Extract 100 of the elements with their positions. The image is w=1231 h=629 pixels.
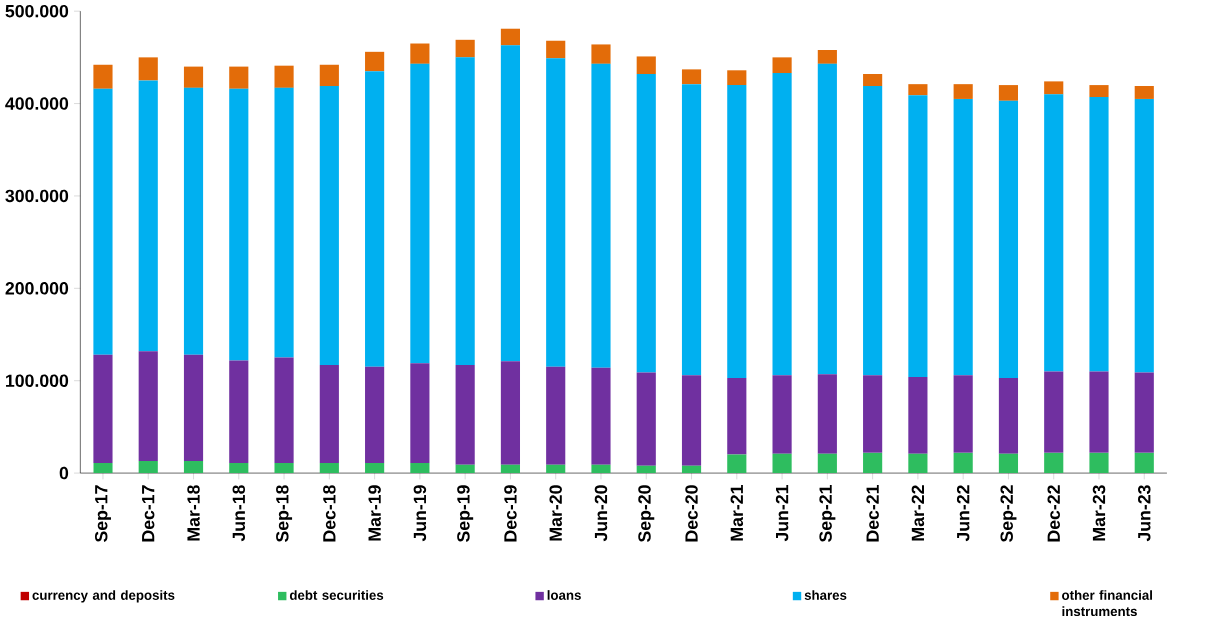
bar (546, 366, 566, 465)
bar (908, 95, 928, 378)
y-tick-label: 200.000 (5, 282, 69, 295)
x-tick-label: Sep-19 (457, 485, 474, 543)
bar (455, 365, 475, 465)
y-tick-label: 500.000 (5, 5, 69, 18)
bar (591, 367, 611, 465)
bar (274, 87, 294, 358)
bar (681, 465, 702, 474)
bar (93, 463, 113, 474)
bar (183, 461, 204, 474)
bar (546, 464, 566, 474)
bar (591, 44, 611, 64)
bar (953, 375, 973, 453)
x-tick-label: Dec-17 (142, 485, 155, 542)
bar (772, 375, 792, 454)
bar (863, 375, 883, 453)
x-tick-label: Jun-23 (1138, 485, 1151, 542)
x-tick-label: Mar-19 (368, 485, 381, 541)
bar (500, 28, 521, 46)
x-tick-label: Sep-20 (638, 485, 655, 543)
bar (455, 464, 475, 474)
bar (681, 69, 702, 85)
x-tick-label: Jun-22 (956, 485, 970, 542)
x-tick-label: Mar-18 (187, 485, 200, 541)
x-tick-label: Jun-21 (775, 485, 789, 542)
bar (183, 354, 204, 462)
bar (1044, 371, 1064, 453)
bar (1089, 452, 1109, 474)
bar (365, 71, 385, 367)
bar (636, 465, 656, 474)
bar (817, 63, 837, 375)
bar (772, 73, 792, 376)
bar (410, 363, 430, 464)
bar (1134, 452, 1154, 474)
bar (1089, 97, 1109, 372)
bar (863, 452, 883, 474)
legend-label: shares (804, 590, 847, 600)
bar (410, 63, 430, 364)
bar (817, 374, 837, 454)
bar (591, 63, 611, 368)
bar (772, 57, 792, 74)
bar (727, 70, 747, 86)
bar (727, 85, 747, 379)
bar (863, 86, 883, 376)
bar (908, 453, 928, 474)
bar (681, 375, 702, 466)
bar (93, 88, 113, 355)
bar (998, 378, 1019, 454)
x-tick-label: Sep-21 (819, 485, 836, 543)
legend-label: debt securities (289, 590, 384, 600)
bar (772, 453, 792, 474)
bar (953, 84, 973, 100)
bar (93, 64, 113, 89)
bar (93, 354, 113, 464)
bar (229, 360, 249, 464)
bar (546, 40, 566, 59)
bar (500, 464, 521, 474)
bar (727, 454, 747, 474)
x-tick-label: Sep-22 (1000, 485, 1017, 543)
x-tick-label: Dec-21 (866, 485, 879, 542)
x-tick-label: Sep-18 (276, 485, 293, 543)
bar (636, 372, 656, 466)
bar (727, 378, 747, 455)
x-tick-label: Mar-20 (549, 485, 562, 541)
bar (500, 45, 521, 362)
bar (1044, 81, 1064, 95)
x-tick-label: Jun-19 (413, 485, 427, 542)
legend-label: other financial instruments (1062, 590, 1152, 617)
bar (319, 86, 339, 366)
bar (908, 377, 928, 454)
bar (229, 66, 249, 89)
bar (365, 51, 385, 72)
bar (138, 461, 158, 474)
bar (138, 80, 158, 352)
bar (410, 43, 430, 64)
x-tick-label: Dec-19 (504, 485, 517, 542)
bar (1134, 86, 1154, 100)
y-tick-label: 100.000 (6, 374, 69, 388)
bar (1044, 94, 1064, 372)
bar (455, 39, 475, 58)
x-tick-label: Mar-22 (911, 485, 925, 541)
bar (319, 64, 339, 87)
bar (274, 65, 294, 88)
y-tick-label: 400.000 (5, 97, 69, 110)
bar (1089, 371, 1109, 453)
bar (681, 84, 702, 376)
bar (817, 50, 837, 64)
bar (546, 58, 566, 367)
x-tick-label: Sep-17 (94, 485, 111, 543)
bar (183, 87, 204, 355)
x-tick-label: Jun-18 (232, 485, 246, 542)
y-tick-label: 0 (59, 466, 69, 480)
bar (636, 56, 656, 75)
x-tick-label: Dec-18 (323, 485, 336, 542)
bar (591, 464, 611, 474)
x-tick-label: Dec-22 (1047, 485, 1060, 542)
bar (636, 74, 656, 373)
bar (274, 357, 294, 464)
bar (365, 463, 385, 474)
